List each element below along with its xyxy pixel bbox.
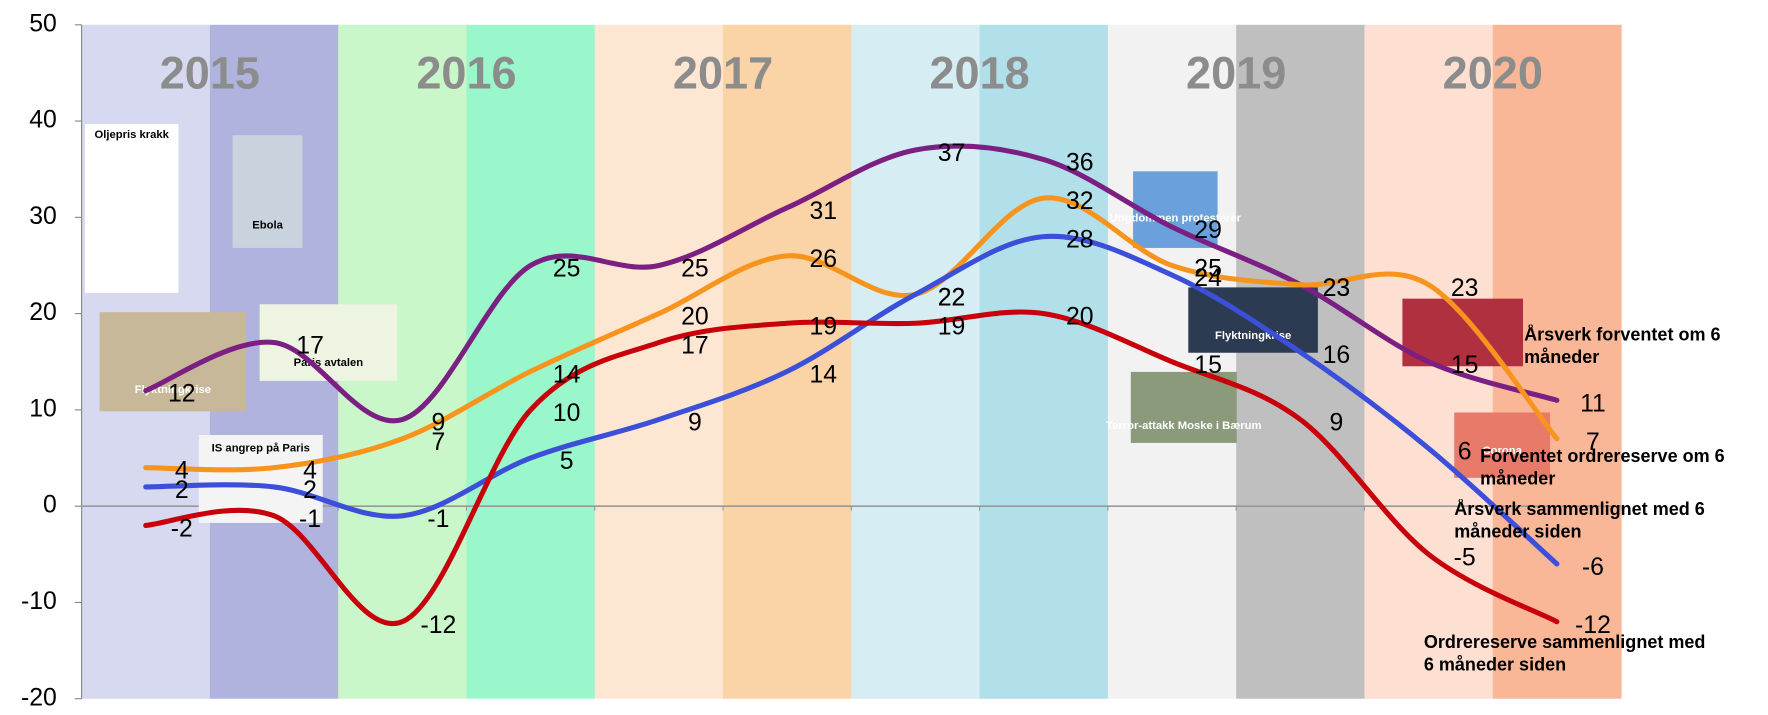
year-label: 2017 <box>673 48 773 99</box>
data-label: 36 <box>1066 150 1094 177</box>
data-label: 12 <box>168 381 196 408</box>
annotation: Oljepris krakk <box>95 129 170 141</box>
picture <box>1131 372 1237 443</box>
data-label: 10 <box>553 400 581 427</box>
data-label: 19 <box>809 313 837 340</box>
y-tick-label: 0 <box>43 492 57 519</box>
data-label: 2 <box>175 477 189 504</box>
data-label: 28 <box>1066 227 1094 254</box>
data-label: 9 <box>1329 410 1343 437</box>
data-label: 11 <box>1580 390 1606 417</box>
data-label: 23 <box>1451 275 1479 302</box>
data-label: 23 <box>1323 275 1351 302</box>
y-tick-label: -20 <box>21 684 57 710</box>
data-label: 37 <box>938 140 966 167</box>
y-tick-label: 40 <box>29 107 57 134</box>
data-label: 29 <box>1194 217 1222 244</box>
period-band <box>980 25 1109 699</box>
data-label: 14 <box>553 361 581 388</box>
legend-entry: Forventet ordrereserve om 6 måneder <box>1480 446 1767 498</box>
y-tick-label: 50 <box>29 10 57 37</box>
data-label: 6 <box>1458 438 1472 465</box>
legend-label: Årsverk forventet om 6 måneder <box>1524 325 1767 370</box>
data-label: 32 <box>1066 188 1094 215</box>
data-label: -2 <box>171 515 193 542</box>
y-tick-label: 30 <box>29 203 57 230</box>
data-label: 20 <box>681 304 709 331</box>
data-label: 15 <box>1194 352 1222 379</box>
y-tick-label: 20 <box>29 299 57 326</box>
data-label: -1 <box>427 506 449 533</box>
legend-label: Ordrereserve sammenlignet med 6 måneder … <box>1424 632 1717 677</box>
period-band <box>851 25 980 699</box>
y-tick-label: -10 <box>21 588 57 615</box>
data-label: 17 <box>296 333 324 360</box>
data-label: 20 <box>1066 304 1094 331</box>
data-label: 25 <box>553 256 581 283</box>
year-label: 2020 <box>1443 48 1543 99</box>
chart: 201520162017201820192020-20-100102030405… <box>0 0 1768 710</box>
data-label: 7 <box>431 429 445 456</box>
data-label: 31 <box>809 198 837 225</box>
data-label: 24 <box>1194 265 1222 292</box>
data-label: -6 <box>1582 554 1604 581</box>
annotation: IS angrep på Paris <box>212 443 310 455</box>
legend-label: Forventet ordrereserve om 6 måneder <box>1480 446 1762 491</box>
annotation: Terror-attakk Moske i Bærum <box>1106 420 1261 432</box>
data-label: -1 <box>299 506 321 533</box>
year-label: 2015 <box>160 48 260 99</box>
data-label: 26 <box>809 246 837 273</box>
data-label: 15 <box>1451 352 1479 379</box>
page: {"chart_data": { "type": "line", "catego… <box>0 0 1768 710</box>
y-tick-label: 10 <box>29 395 57 422</box>
data-label: 25 <box>681 256 709 283</box>
data-label: 17 <box>681 333 709 360</box>
year-label: 2016 <box>416 48 516 99</box>
data-label: 2 <box>303 477 317 504</box>
data-label: 19 <box>938 313 966 340</box>
year-label: 2019 <box>1186 48 1286 99</box>
data-label: -12 <box>420 612 456 639</box>
data-label: 16 <box>1323 342 1351 369</box>
year-label: 2018 <box>929 48 1029 99</box>
annotation: Ebola <box>252 219 283 231</box>
data-label: 9 <box>688 410 702 437</box>
legend-entry: Årsverk sammenlignet med 6 måneder siden <box>1454 499 1767 551</box>
period-band <box>595 25 724 699</box>
legend-entry: Årsverk forventet om 6 måneder <box>1524 325 1767 377</box>
picture <box>85 124 179 293</box>
data-label: 22 <box>938 284 966 311</box>
data-label: 5 <box>560 448 574 475</box>
legend-entry: Ordrereserve sammenlignet med 6 måneder … <box>1424 632 1751 684</box>
data-label: 14 <box>809 361 837 388</box>
legend-label: Årsverk sammenlignet med 6 måneder siden <box>1454 499 1764 544</box>
